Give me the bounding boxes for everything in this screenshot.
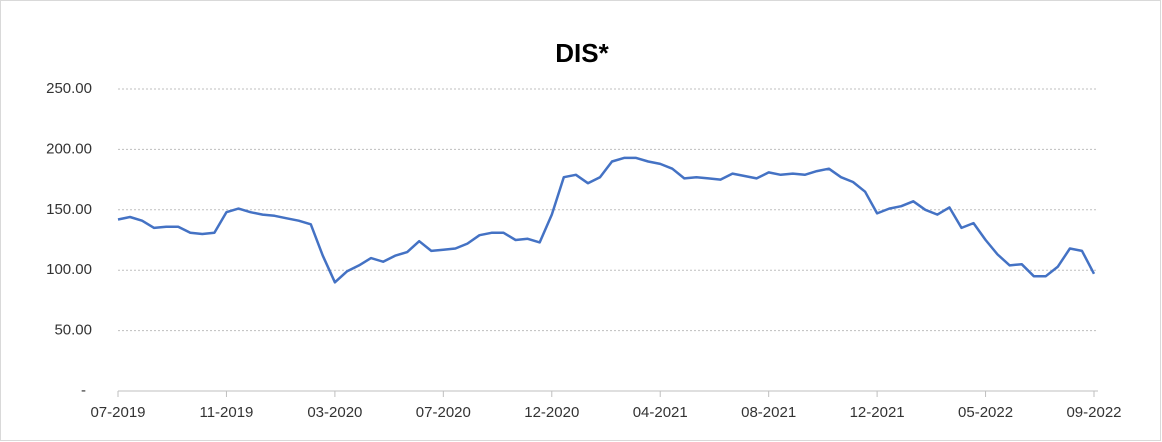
x-tick-label: 04-2021 — [633, 404, 688, 421]
x-tick-label: 05-2022 — [958, 404, 1013, 421]
x-tick-label: 07-2019 — [90, 404, 145, 421]
y-tick-label: 100.00 — [46, 261, 92, 278]
y-tick-label: 250.00 — [46, 80, 92, 97]
chart-title: DIS* — [555, 38, 609, 68]
x-tick-label: 11-2019 — [199, 404, 253, 421]
x-tick-label: 12-2020 — [524, 404, 579, 421]
x-tick-label: 12-2021 — [850, 404, 905, 421]
y-tick-label: 200.00 — [46, 140, 92, 157]
y-tick-label: 150.00 — [46, 201, 92, 218]
line-series — [117, 156, 1096, 284]
x-tick-label: 09-2022 — [1066, 404, 1121, 421]
y-tick-label: - — [81, 382, 86, 399]
x-tick-label: 07-2020 — [416, 404, 471, 421]
x-tick-label: 03-2020 — [307, 404, 362, 421]
x-tick-label: 08-2021 — [741, 404, 796, 421]
y-tick-label: 50.00 — [54, 322, 92, 339]
